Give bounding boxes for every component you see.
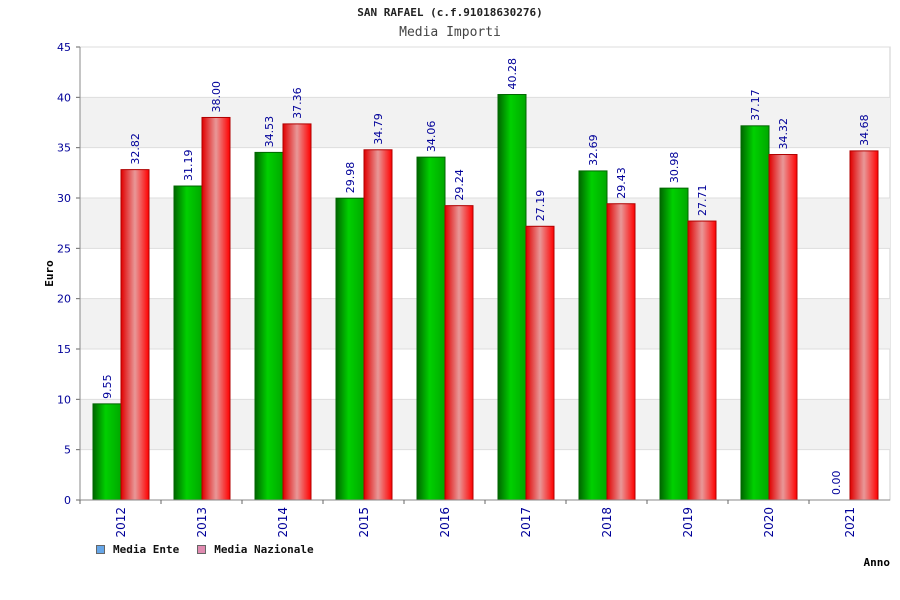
data-label: 34.53 (263, 116, 276, 148)
bar-media-ente (497, 94, 527, 501)
x-tick-label: 2015 (357, 507, 371, 538)
data-label: 29.24 (453, 169, 466, 201)
data-label: 27.71 (696, 185, 709, 217)
bar-media-nazionale (201, 116, 231, 501)
y-tick-label: 25 (57, 242, 71, 255)
chart-title: SAN RAFAEL (c.f.91018630276) (357, 6, 543, 19)
data-label: 32.69 (587, 134, 600, 166)
data-label: 37.36 (291, 87, 304, 119)
legend-label-media-ente: Media Ente (113, 543, 180, 556)
y-axis-label: Euro (43, 260, 56, 287)
x-tick-label: 2020 (762, 507, 776, 538)
bar-media-nazionale (768, 154, 798, 501)
bar-media-ente (254, 151, 284, 501)
data-label: 30.98 (668, 152, 681, 184)
x-tick-label: 2012 (114, 507, 128, 538)
x-tick-label: 2019 (681, 507, 695, 538)
bar-media-nazionale (282, 123, 312, 501)
bar-media-ente (92, 403, 122, 501)
x-tick-label: 2018 (600, 507, 614, 538)
data-label: 37.17 (749, 89, 762, 121)
y-tick-label: 45 (57, 41, 71, 54)
data-label: 34.79 (372, 113, 385, 145)
data-label: 9.55 (101, 374, 114, 399)
data-label: 29.43 (615, 167, 628, 199)
bar-media-nazionale (363, 149, 393, 501)
legend-item-media-ente: Media Ente (96, 543, 179, 556)
y-tick-label: 5 (64, 444, 71, 457)
bar-media-nazionale (444, 205, 474, 501)
y-tick-label: 30 (57, 192, 71, 205)
legend: Media Ente Media Nazionale (96, 543, 332, 556)
y-tick-label: 20 (57, 293, 71, 306)
data-label: 29.98 (344, 162, 357, 194)
chart-subtitle: Media Importi (399, 25, 501, 40)
bar-media-nazionale (525, 225, 555, 501)
y-tick-label: 35 (57, 142, 71, 155)
data-label: 31.19 (182, 150, 195, 182)
x-tick-label: 2017 (519, 507, 533, 538)
bar-media-nazionale (606, 203, 636, 501)
bar-media-nazionale (687, 220, 717, 501)
x-axis-label: Anno (864, 556, 891, 569)
x-tick-label: 2014 (276, 507, 290, 538)
data-label: 0.00 (830, 471, 843, 496)
bar-media-nazionale (120, 169, 150, 501)
y-tick-label: 15 (57, 343, 71, 356)
data-label: 38.00 (210, 81, 223, 113)
y-tick-label: 0 (64, 494, 71, 507)
y-tick-label: 10 (57, 393, 71, 406)
legend-swatch-media-nazionale (197, 545, 207, 554)
legend-swatch-media-ente (96, 545, 105, 554)
legend-label-media-nazionale: Media Nazionale (214, 543, 314, 556)
bar-media-ente (173, 185, 203, 501)
x-tick-label: 2021 (843, 507, 857, 538)
data-label: 34.32 (777, 118, 790, 150)
data-label: 34.68 (858, 114, 871, 146)
data-label: 27.19 (534, 190, 547, 222)
x-tick-label: 2016 (438, 507, 452, 538)
data-label: 34.06 (425, 121, 438, 153)
bar-media-ente (659, 187, 689, 501)
legend-item-media-nazionale: Media Nazionale (197, 543, 314, 556)
data-label: 32.82 (129, 133, 142, 165)
x-tick-label: 2013 (195, 507, 209, 538)
bar-media-ente (416, 156, 446, 501)
data-label: 40.28 (506, 58, 519, 90)
bar-media-nazionale (849, 150, 879, 501)
bar-media-ente (740, 125, 770, 501)
bar-media-ente (335, 197, 365, 501)
bar-media-ente (578, 170, 608, 501)
y-tick-label: 40 (57, 91, 71, 104)
